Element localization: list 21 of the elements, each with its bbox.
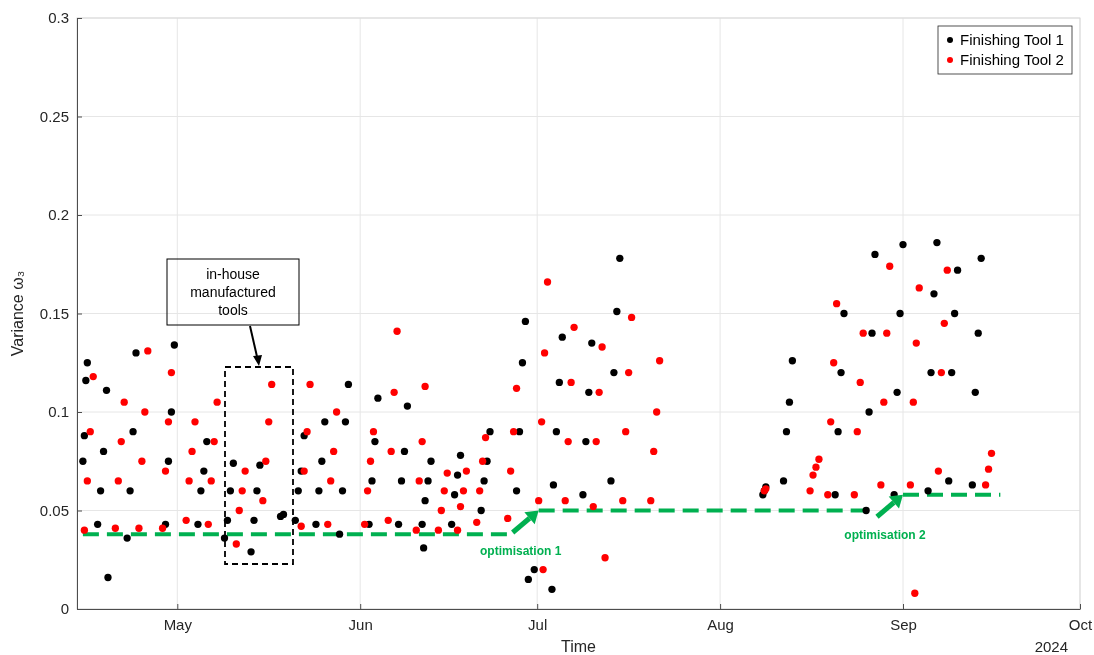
- x-tick-label: Sep: [890, 615, 917, 633]
- y-tick-label: 0.3: [48, 9, 69, 27]
- x-tick-label: Oct: [1068, 615, 1093, 633]
- x-axis-title: Time: [561, 638, 597, 655]
- y-tick-label: 0.15: [39, 304, 69, 322]
- y-tick-label: 0.05: [39, 501, 69, 519]
- y-tick-label: 0.2: [48, 206, 69, 224]
- annotation: optimisation 1: [480, 543, 562, 558]
- legend-label: Finishing Tool 2: [960, 51, 1064, 68]
- x-tick-label: Aug: [707, 615, 734, 633]
- legend-label: Finishing Tool 1: [960, 31, 1064, 48]
- y-axis-title: Variance ω₃: [9, 270, 26, 357]
- x-tick-label: Jul: [528, 615, 548, 633]
- y-tick-label: 0.1: [48, 403, 69, 421]
- y-tick-label: 0: [60, 600, 69, 618]
- y-tick-label: 0.25: [39, 107, 69, 125]
- annotation: in-house manufactured tools: [190, 265, 276, 318]
- text: 2024: [1034, 638, 1068, 655]
- x-tick-label: May: [163, 615, 193, 633]
- x-tick-label: Jun: [348, 615, 373, 633]
- annotation: optimisation 2: [844, 527, 926, 542]
